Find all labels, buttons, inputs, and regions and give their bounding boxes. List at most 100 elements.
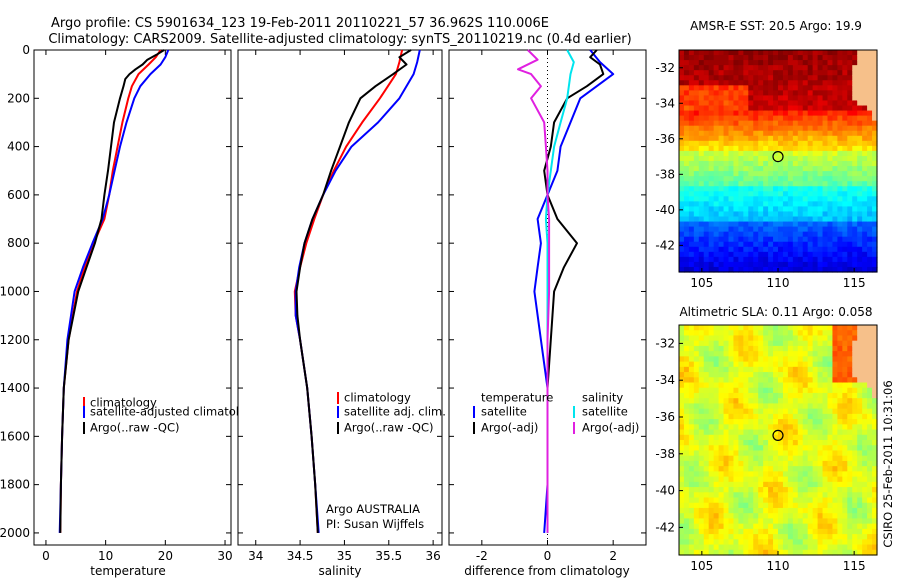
map-cell bbox=[778, 440, 784, 446]
map-cell bbox=[688, 171, 695, 177]
map-cell bbox=[807, 246, 814, 253]
map-cell bbox=[812, 100, 819, 107]
map-cell bbox=[713, 85, 720, 91]
map-cell bbox=[773, 246, 779, 253]
x-tick-label: 35.5 bbox=[375, 549, 402, 563]
map-cell bbox=[867, 419, 873, 425]
map-cell bbox=[807, 387, 814, 394]
map-cell bbox=[807, 377, 814, 384]
map-cell bbox=[797, 507, 804, 514]
map-cell bbox=[852, 206, 858, 213]
map-cell bbox=[753, 211, 759, 218]
map-cell bbox=[822, 211, 829, 218]
map-cell bbox=[847, 450, 853, 457]
map-cell bbox=[728, 330, 735, 337]
salinity-panel: 34 34.5 35 35.5 36 salinity climatology sate… bbox=[237, 49, 446, 578]
map-cell bbox=[852, 450, 858, 457]
map-cell bbox=[797, 440, 804, 446]
map-cell bbox=[748, 366, 754, 373]
map-cell bbox=[733, 450, 739, 457]
map-cell bbox=[713, 191, 720, 197]
map-cell bbox=[782, 351, 789, 357]
map-cell bbox=[778, 150, 784, 157]
map-cell bbox=[807, 266, 814, 273]
map-cell bbox=[778, 408, 784, 415]
map-cell bbox=[758, 60, 764, 66]
map-cell bbox=[872, 544, 878, 551]
map-cell bbox=[852, 325, 858, 331]
map-cell bbox=[683, 186, 690, 192]
map-cell bbox=[758, 497, 764, 504]
map-cell bbox=[768, 105, 774, 112]
map-cell bbox=[723, 55, 730, 61]
map-cell bbox=[782, 140, 789, 147]
map-cell bbox=[837, 155, 843, 162]
map-cell bbox=[782, 120, 789, 127]
map-cell bbox=[797, 539, 804, 546]
map-cell bbox=[743, 440, 749, 446]
map-cell bbox=[867, 196, 873, 202]
map-cell bbox=[797, 226, 804, 233]
map-cell bbox=[713, 413, 720, 420]
map-cell bbox=[852, 539, 858, 546]
map-cell bbox=[723, 408, 730, 415]
map-cell bbox=[693, 372, 700, 378]
map-cell bbox=[872, 330, 878, 337]
map-cell bbox=[703, 95, 710, 102]
map-cell bbox=[847, 211, 853, 218]
map-cell bbox=[842, 171, 848, 177]
map-cell bbox=[753, 507, 759, 514]
map-cell bbox=[842, 65, 848, 71]
map-cell bbox=[748, 140, 754, 147]
map-cell bbox=[807, 65, 814, 71]
map-cell bbox=[782, 161, 789, 167]
map-cell bbox=[728, 403, 735, 410]
map-cell bbox=[688, 366, 695, 373]
map-cell bbox=[837, 176, 843, 182]
map-cell bbox=[792, 155, 799, 162]
map-cell bbox=[703, 150, 710, 157]
map-cell bbox=[817, 176, 824, 182]
map-cell bbox=[807, 497, 814, 504]
map-cell bbox=[827, 340, 834, 347]
map-cell bbox=[802, 120, 809, 127]
map-cell bbox=[773, 544, 779, 551]
map-cell bbox=[817, 246, 824, 253]
map-cell bbox=[688, 377, 695, 384]
map-cell bbox=[842, 90, 848, 97]
map-cell bbox=[679, 186, 685, 192]
map-cell bbox=[842, 50, 848, 56]
map-cell bbox=[773, 166, 779, 172]
map-cell bbox=[698, 115, 705, 122]
map-cell bbox=[679, 191, 685, 197]
map-cell bbox=[817, 80, 824, 86]
map-cell bbox=[713, 166, 720, 172]
map-cell bbox=[723, 340, 730, 347]
map-cell bbox=[822, 70, 829, 76]
map-cell bbox=[723, 115, 730, 122]
map-cell bbox=[708, 150, 715, 157]
map-cell bbox=[778, 340, 784, 347]
y-tick-label: 1200 bbox=[0, 333, 30, 347]
map-cell bbox=[782, 340, 789, 347]
map-cell bbox=[743, 345, 749, 352]
sla-map-float-marker bbox=[772, 429, 784, 441]
map-cell bbox=[733, 502, 739, 509]
map-cell bbox=[723, 226, 730, 233]
map-cell bbox=[832, 372, 838, 378]
map-cell bbox=[852, 100, 858, 107]
map-cell bbox=[832, 90, 838, 97]
map-cell bbox=[842, 70, 848, 76]
map-cell bbox=[782, 171, 789, 177]
map-cell bbox=[713, 366, 720, 373]
map-cell bbox=[872, 450, 878, 457]
map-cell bbox=[837, 513, 843, 520]
map-cell bbox=[852, 497, 858, 504]
map-cell bbox=[837, 429, 843, 436]
map-cell bbox=[723, 65, 730, 71]
map-cell bbox=[857, 161, 863, 167]
map-cell bbox=[827, 549, 834, 556]
map-cell bbox=[693, 455, 700, 462]
map-cell bbox=[847, 181, 853, 187]
map-cell bbox=[693, 105, 700, 112]
